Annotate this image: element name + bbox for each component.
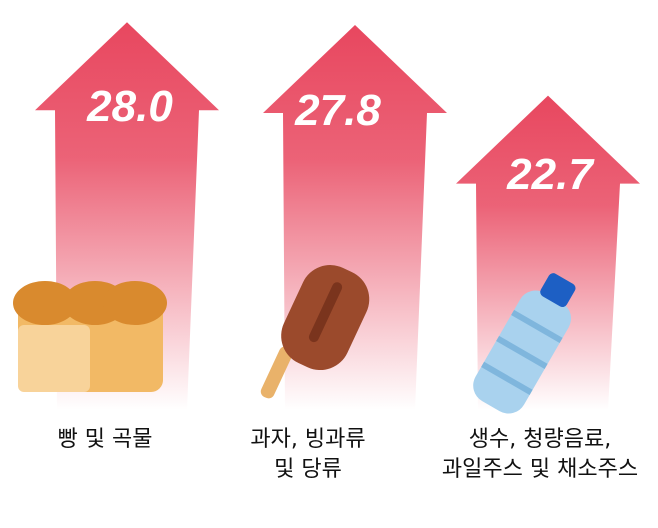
category-label-line: 빵 및 곡물 (57, 427, 153, 452)
bread-icon (13, 281, 167, 392)
category-label-line: 및 당류 (274, 457, 342, 482)
category-label-line: 과자, 빙과류 (250, 427, 366, 452)
category-label-line: 과일주스 및 채소주스 (441, 457, 639, 482)
category-label-1: 과자, 빙과류 및 당류 (198, 425, 418, 485)
category-label-2: 생수, 청량음료, 과일주스 및 채소주스 (420, 425, 658, 485)
value-label-2: 22.7 (507, 150, 593, 199)
popsicle-icon (260, 265, 370, 399)
water-bottle-icon (473, 273, 576, 414)
category-label-line: 생수, 청량음료, (468, 427, 612, 452)
value-label-0: 28.0 (87, 82, 173, 131)
value-label-1: 27.8 (295, 86, 381, 135)
category-label-0: 빵 및 곡물 (0, 425, 215, 455)
